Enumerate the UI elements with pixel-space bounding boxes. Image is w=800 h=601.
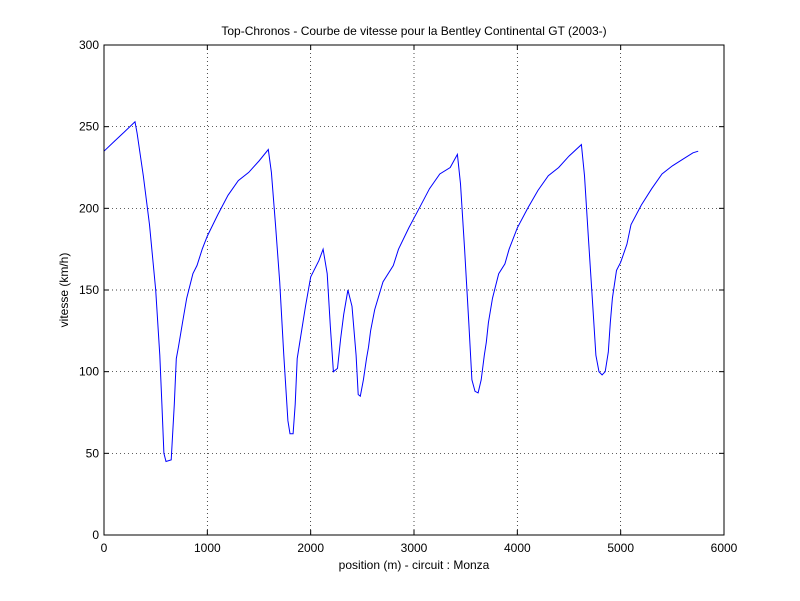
y-tick-label: 0 [92,528,99,542]
chart-title: Top-Chronos - Courbe de vitesse pour la … [221,24,606,38]
x-tick-label: 0 [101,541,108,555]
x-tick-label: 6000 [711,541,738,555]
x-tick-label: 3000 [401,541,428,555]
x-axis-label: position (m) - circuit : Monza [339,558,490,572]
x-tick-label: 4000 [504,541,531,555]
x-tick-labels: 0 1000 2000 3000 4000 5000 6000 [101,541,738,555]
y-tick-label: 200 [79,201,99,215]
y-tick-label: 150 [79,283,99,297]
ticks [103,44,725,536]
y-tick-label: 250 [79,120,99,134]
y-axis-label: vitesse (km/h) [57,253,71,328]
y-tick-labels: 0 50 100 150 200 250 300 [79,38,99,542]
y-tick-label: 100 [79,365,99,379]
x-tick-label: 2000 [297,541,324,555]
y-tick-label: 300 [79,38,99,52]
x-tick-label: 5000 [607,541,634,555]
speed-series-line [103,120,699,463]
y-tick-label: 50 [86,446,100,460]
x-tick-label: 1000 [194,541,221,555]
series-group [103,120,699,463]
grid [104,45,724,535]
